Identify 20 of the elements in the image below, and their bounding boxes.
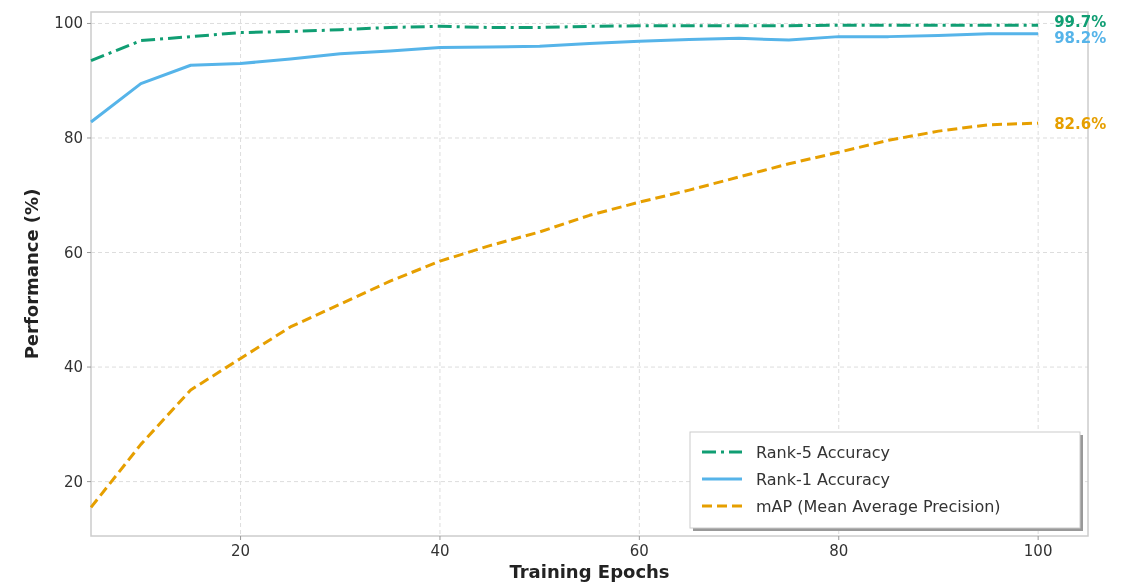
line-series [89,23,1040,63]
x-tick-label: 20 [231,542,251,560]
y-tick-label: 100 [54,14,83,33]
x-tick-label: 60 [629,542,649,560]
x-tick-label: 80 [829,542,849,560]
line-series [89,32,1040,124]
legend-label: mAP (Mean Average Precision) [756,497,1001,516]
legend-label: Rank-1 Accuracy [756,470,891,489]
y-axis-title: Performance (%) [21,188,42,360]
x-tick-label: 100 [1023,542,1053,560]
y-tick-label: 40 [63,358,83,377]
y-tick-label: 80 [63,128,83,147]
legend-label: Rank-5 Accuracy [756,443,891,462]
y-tick-label: 20 [63,472,83,491]
annotation: 98.2% [1054,29,1107,48]
annotation: 99.7% [1054,13,1107,32]
x-tick-label: 40 [430,542,450,560]
annotation: 82.6% [1054,115,1107,134]
x-axis-title: Training Epochs [509,561,670,582]
y-tick-label: 60 [63,243,83,262]
